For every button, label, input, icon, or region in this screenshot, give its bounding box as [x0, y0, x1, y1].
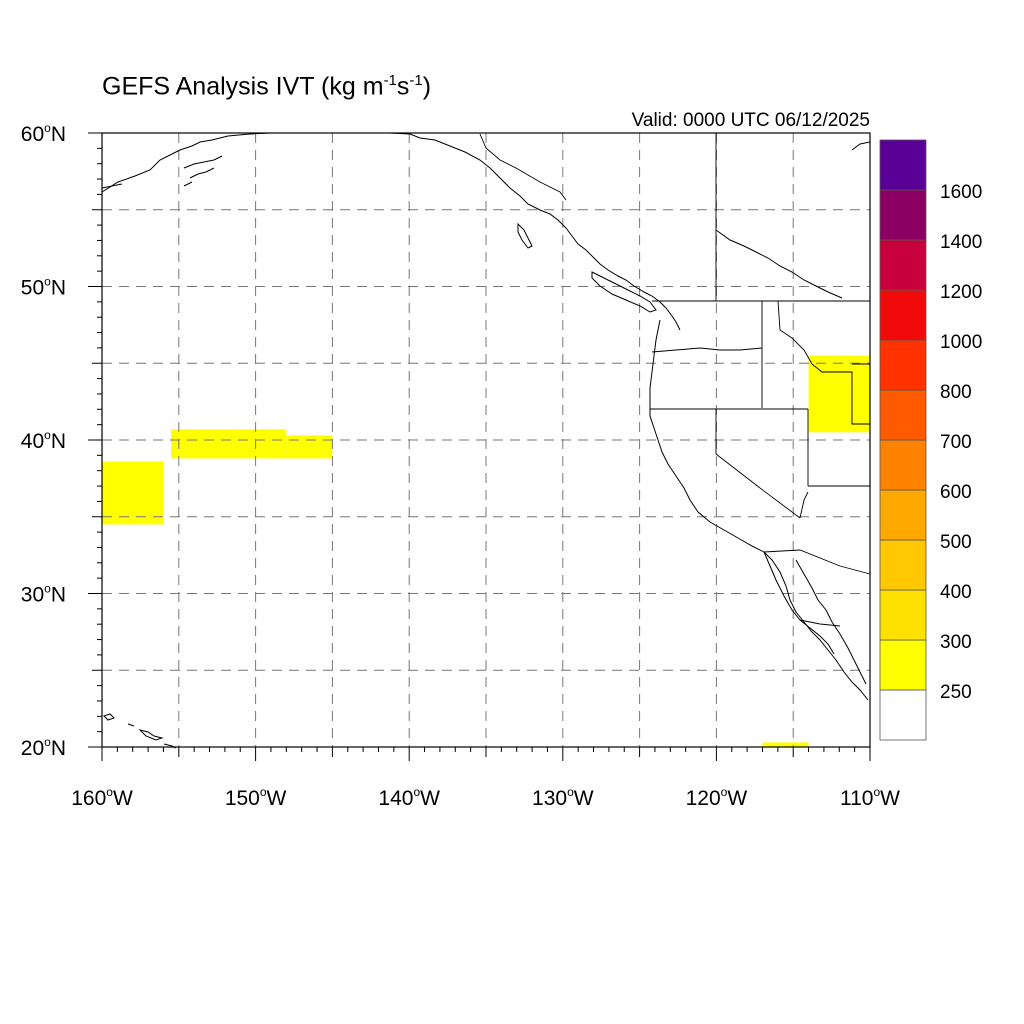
us-mexico-border	[763, 549, 871, 575]
ivt-region-mexico-sliver	[762, 742, 809, 747]
colorado-river-border	[799, 491, 809, 519]
colorbar-label: 400	[940, 582, 972, 603]
colorbar-label: 800	[940, 382, 972, 403]
colorbar-swatch	[879, 239, 927, 291]
colorbar-swatch	[879, 689, 927, 741]
lon-tick-label: 130oW	[532, 785, 594, 810]
washington-oregon-border	[651, 347, 763, 353]
colorbar-label: 250	[940, 682, 972, 703]
valid-time-label: Valid: 0000 UTC 06/12/2025	[631, 110, 870, 131]
colorbar-swatch	[879, 189, 927, 241]
canada-interior-shore	[715, 229, 843, 299]
colorbar-swatch	[879, 539, 927, 591]
lon-tick-label: 120oW	[686, 785, 748, 810]
colorbar-swatch	[879, 389, 927, 441]
haida-gwaii	[517, 222, 533, 249]
colorbar-label: 1600	[940, 182, 982, 203]
gridlines	[102, 133, 870, 747]
alaska-peninsula-islands	[101, 155, 223, 189]
figure-title: GEFS Analysis IVT (kg m-1s-1)	[102, 72, 431, 101]
colorbar-label: 1200	[940, 282, 982, 303]
lon-tick-label: 140oW	[378, 785, 440, 810]
bc-coastline	[565, 227, 681, 331]
colorbar-label: 600	[940, 482, 972, 503]
colorbar-label: 300	[940, 632, 972, 653]
colorbar-swatch	[879, 289, 927, 341]
title-exponent-2: -1	[409, 72, 423, 89]
lon-tick-label: 110oW	[840, 785, 900, 810]
ivt-region-central-pacific-plume	[171, 429, 287, 459]
coastlines	[101, 132, 871, 749]
title-exponent-1: -1	[383, 72, 397, 89]
ivt-shading-layer	[102, 355, 870, 747]
alberta-shore	[851, 141, 871, 151]
ivt-region-pacific-plume-east	[286, 435, 333, 459]
colorbar-label: 700	[940, 432, 972, 453]
ivt-region-western-pacific-patch	[102, 461, 164, 525]
baja-california	[763, 551, 867, 685]
lat-tick-label: 30oN	[21, 582, 66, 607]
title-close: )	[422, 72, 432, 101]
wyoming-border	[851, 363, 870, 425]
colorbar-swatch	[879, 589, 927, 641]
lat-tick-label: 20oN	[21, 735, 66, 760]
vancouver-island	[591, 271, 657, 313]
lon-tick-label: 150oW	[225, 785, 287, 810]
colorbar-label: 1000	[940, 332, 982, 353]
lon-tick-label: 160oW	[71, 785, 133, 810]
title-unit-s: s	[396, 72, 410, 101]
axis-ticks	[88, 132, 871, 761]
alaska-canada-border	[479, 133, 567, 201]
alaska-coastline	[101, 132, 567, 229]
colorbar-label: 500	[940, 532, 972, 553]
colorbar-swatch	[879, 639, 927, 691]
idaho-montana-border	[777, 300, 853, 378]
colorbar-swatch	[879, 489, 927, 541]
ivt-region-great-basin-patch	[808, 355, 870, 433]
colorbar-swatch	[879, 439, 927, 491]
california-nevada-border	[715, 409, 801, 519]
political-borders	[479, 133, 871, 627]
lat-tick-label: 40oN	[21, 428, 66, 453]
hawaii-islands	[103, 713, 177, 749]
colorbar-label: 1400	[940, 232, 982, 253]
ivt-colorbar: 250 300 400 500 600 700 800 1000 1200 1400 1600	[879, 139, 982, 741]
colorbar-swatch	[879, 339, 927, 391]
colorbar-swatch	[879, 139, 927, 191]
lat-tick-label: 50oN	[21, 275, 66, 300]
lat-tick-label: 60oN	[21, 121, 66, 146]
us-west-coastline	[649, 319, 869, 701]
title-text: GEFS Analysis IVT (kg m	[102, 72, 384, 101]
gulf-of-california-east	[799, 619, 841, 627]
